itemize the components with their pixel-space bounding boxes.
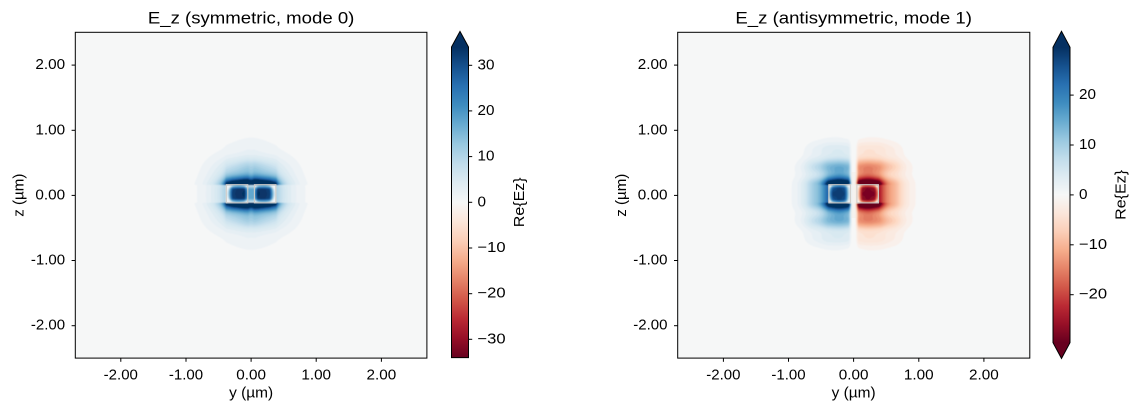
svg-text:y (µm): y (µm) [832,386,876,402]
svg-text:0.00: 0.00 [638,187,668,203]
svg-text:0.00: 0.00 [35,187,65,203]
svg-text:-1.00: -1.00 [169,368,203,384]
svg-text:−20: −20 [478,286,506,302]
svg-text:−10: −10 [1079,237,1107,253]
svg-text:0.00: 0.00 [839,368,869,384]
svg-text:0.00: 0.00 [236,368,266,384]
svg-text:z (µm): z (µm) [11,174,27,217]
svg-text:2.00: 2.00 [638,57,668,73]
svg-text:1.00: 1.00 [904,368,934,384]
svg-text:−30: −30 [478,331,506,347]
svg-text:E_z (antisymmetric, mode 1): E_z (antisymmetric, mode 1) [735,9,972,28]
svg-text:0: 0 [478,194,487,210]
svg-text:2.00: 2.00 [969,368,999,384]
svg-text:1.00: 1.00 [35,122,65,138]
svg-text:y (µm): y (µm) [229,386,273,402]
svg-text:-1.00: -1.00 [31,253,65,269]
svg-text:−10: −10 [478,240,506,256]
svg-text:20: 20 [1079,87,1096,103]
svg-text:2.00: 2.00 [367,368,397,384]
svg-text:30: 30 [478,57,495,73]
svg-text:0: 0 [1079,187,1088,203]
svg-text:20: 20 [478,103,495,119]
svg-text:1.00: 1.00 [301,368,331,384]
svg-text:-2.00: -2.00 [706,368,740,384]
svg-text:Re{Ez}: Re{Ez} [512,177,528,227]
svg-text:2.00: 2.00 [35,57,65,73]
svg-text:1.00: 1.00 [638,122,668,138]
svg-text:z (µm): z (µm) [614,174,630,217]
svg-text:−20: −20 [1079,287,1107,303]
svg-text:Re{Ez}: Re{Ez} [1114,170,1130,220]
svg-text:-2.00: -2.00 [104,368,138,384]
svg-text:10: 10 [1079,137,1096,153]
svg-text:-2.00: -2.00 [31,318,65,334]
svg-text:-1.00: -1.00 [771,368,805,384]
svg-text:-1.00: -1.00 [633,253,667,269]
svg-text:10: 10 [478,149,495,165]
svg-text:E_z (symmetric, mode 0): E_z (symmetric, mode 0) [148,9,355,28]
svg-text:-2.00: -2.00 [633,318,667,334]
